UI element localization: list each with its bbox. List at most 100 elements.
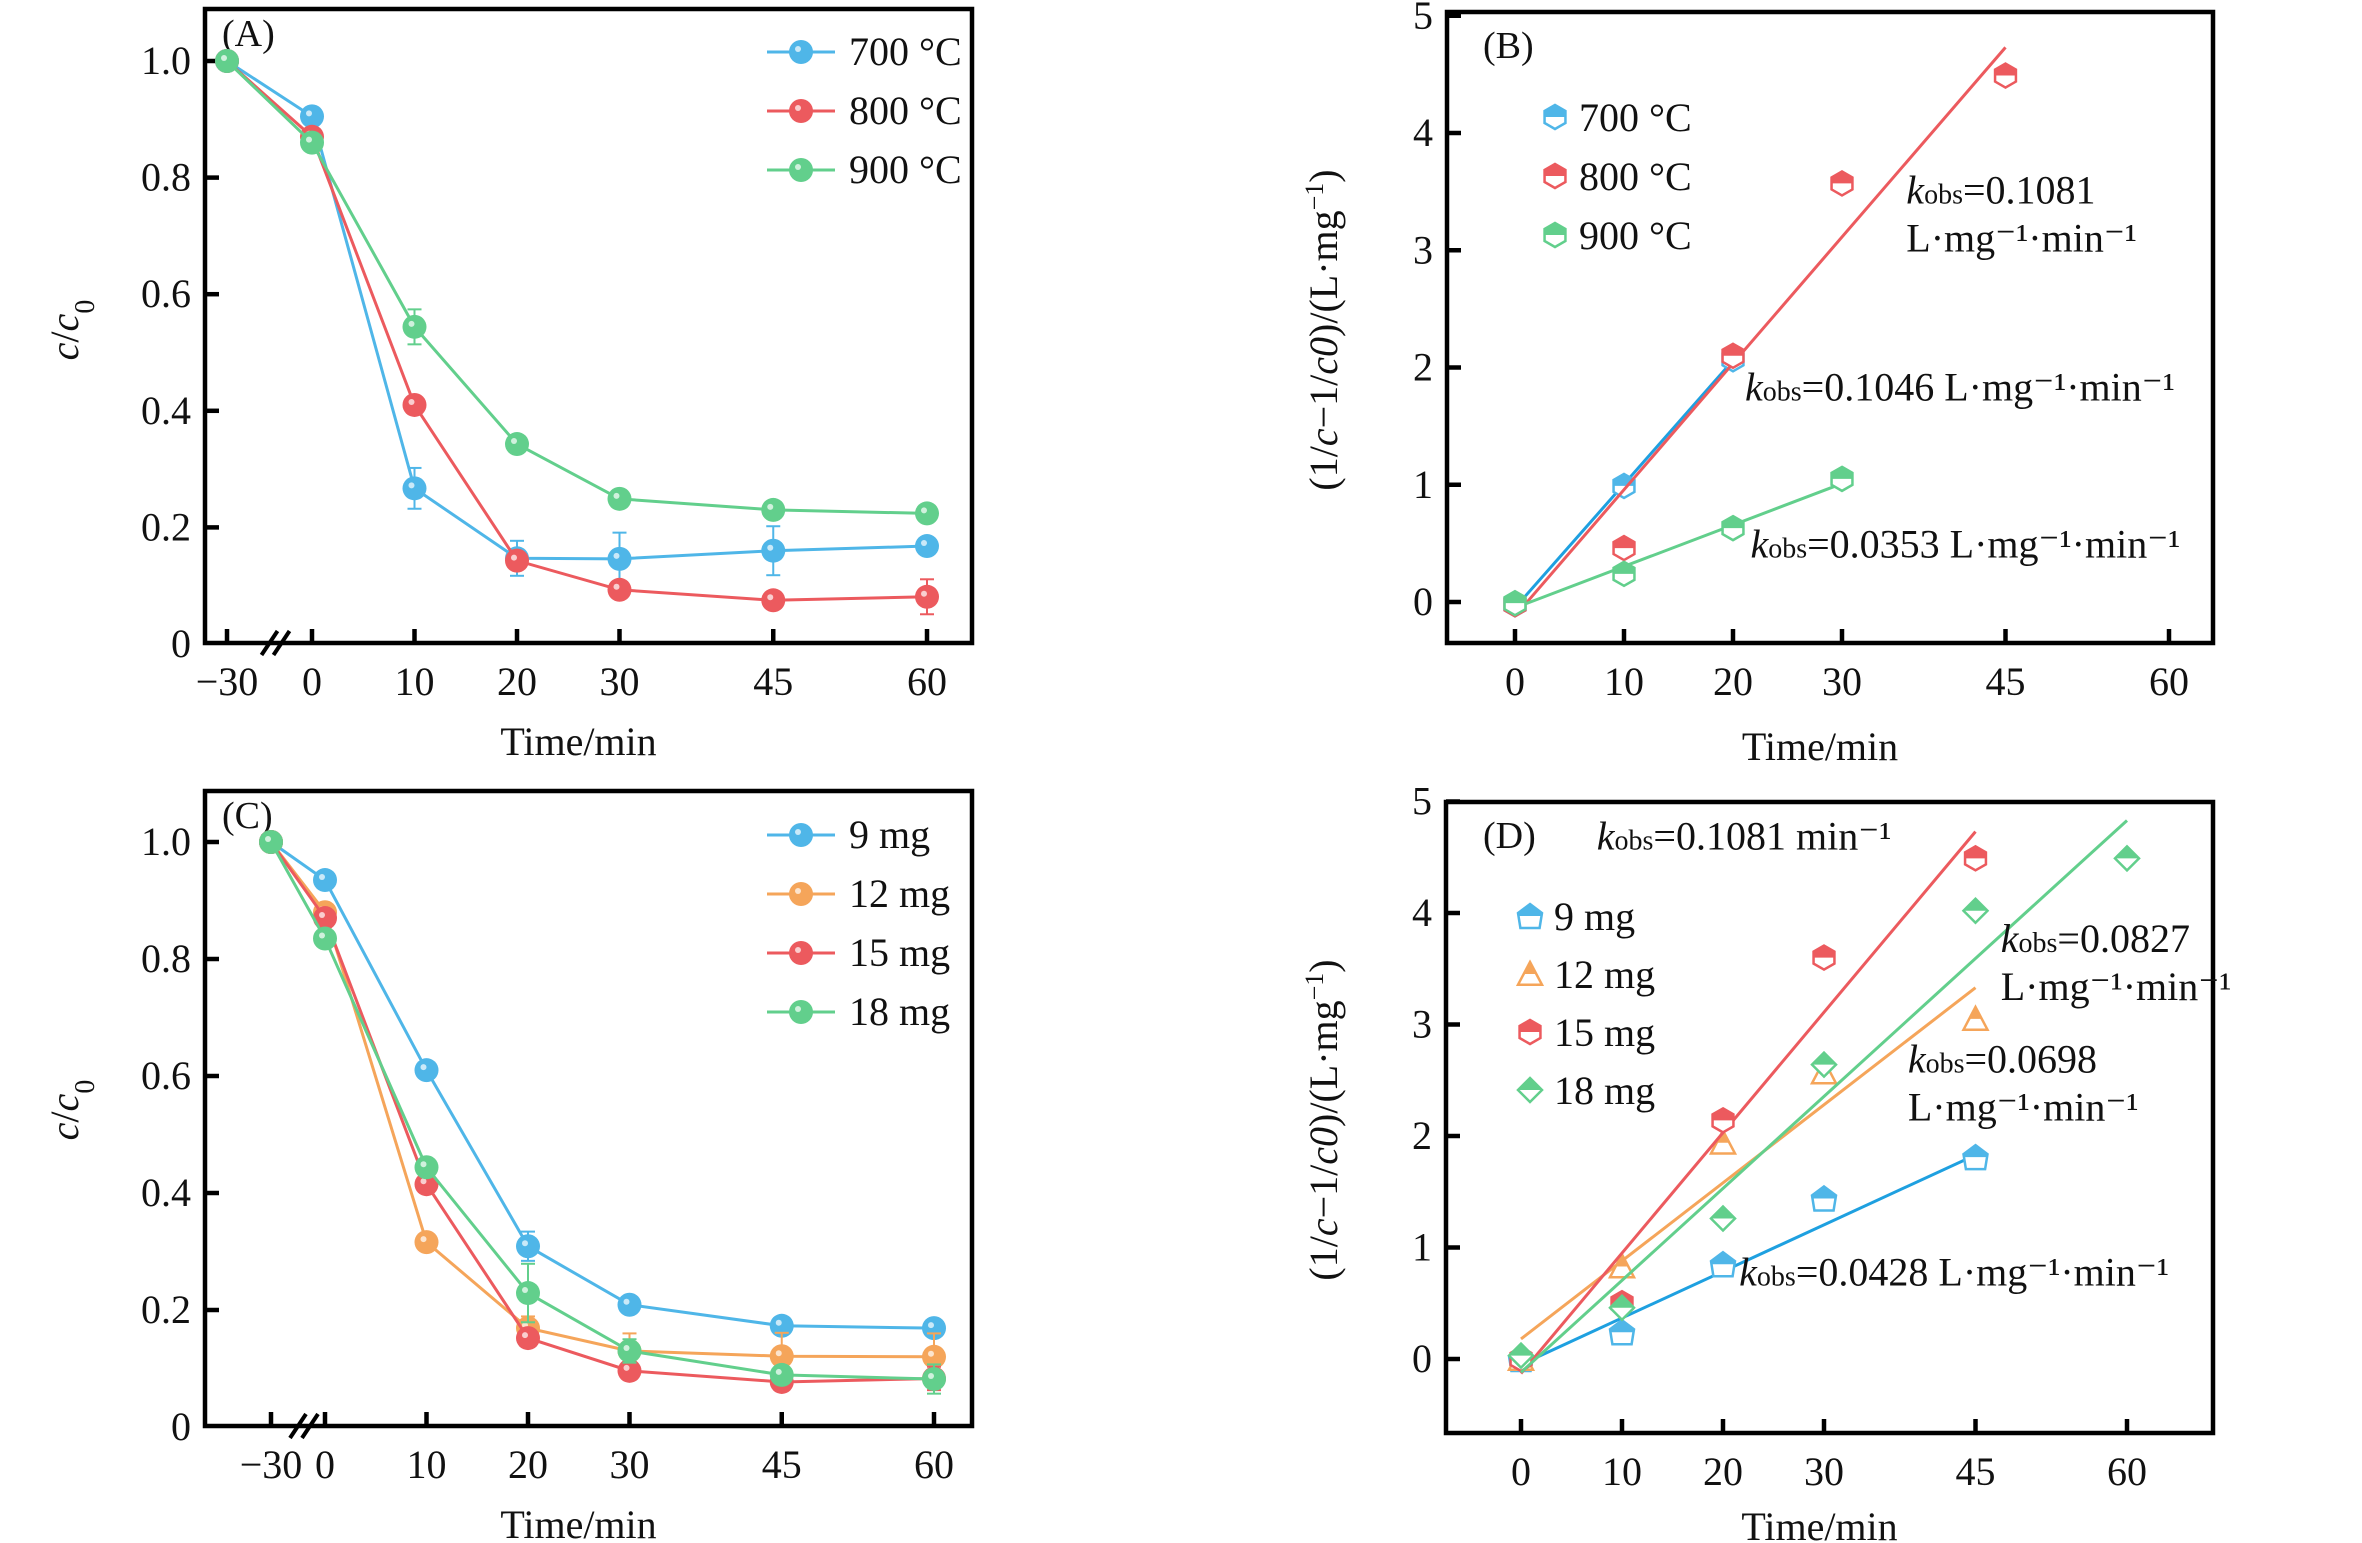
data-point — [769, 1362, 794, 1387]
kobs-value: =0.1081 min⁻¹ — [1653, 813, 1891, 858]
axis-break-mark — [300, 1412, 320, 1440]
y-axis-label: (1/c−1/c0)/(L·mg−1) — [1300, 959, 1347, 1280]
data-point — [414, 1172, 439, 1197]
axis-break-mark — [259, 629, 280, 657]
x-tick-label: 10 — [1604, 659, 1644, 704]
x-tick-label: 45 — [753, 659, 793, 704]
y-tick-label: 3 — [1412, 1002, 1432, 1047]
legend-item: 800 °C — [1543, 154, 1692, 199]
kobs-value: =0.0353 L·mg⁻¹·min⁻¹ — [1807, 521, 2180, 566]
data-point — [1963, 1145, 1988, 1158]
kobs-k: k — [1750, 521, 1769, 566]
kobs-k: k — [1908, 1036, 1927, 1081]
legend-item: 9 mg — [1516, 894, 1635, 939]
fit-line — [1520, 986, 1977, 1341]
data-point — [1813, 945, 1835, 958]
y-tick-label: 0 — [171, 621, 191, 666]
data-point — [761, 497, 786, 522]
data-point — [769, 1313, 794, 1338]
y-tick-label: 0.6 — [141, 1053, 191, 1098]
data-point — [300, 130, 324, 155]
y-label-c0: c — [42, 1093, 87, 1111]
data-point-highlight — [319, 932, 325, 939]
plot-frame — [1444, 9, 2216, 646]
data-point-highlight — [522, 1332, 528, 1339]
data-point-highlight — [613, 583, 620, 590]
kobs-value: =0.1081 — [1963, 167, 2096, 212]
legend-item: 700 °C — [767, 29, 962, 74]
data-point-highlight — [511, 554, 517, 561]
kobs-units: L·mg⁻¹·min⁻¹ — [2001, 964, 2232, 1009]
data-point — [761, 538, 786, 563]
data-point — [922, 1367, 946, 1392]
series-12-mg — [259, 830, 946, 1382]
data-point-highlight — [775, 1368, 782, 1375]
data-point — [1716, 1130, 1730, 1143]
kobs-sub: obs — [1615, 825, 1654, 856]
x-axis-label: Time/min — [500, 1502, 656, 1543]
x-tick-label: 45 — [1986, 659, 2026, 704]
legend-marker — [1518, 1078, 1542, 1090]
data-point-highlight — [767, 544, 774, 551]
legend-marker-highlight — [795, 46, 801, 52]
y-tick-label: 5 — [1413, 0, 1433, 38]
x-tick-label: 60 — [2149, 659, 2189, 704]
kobs-value: =0.1046 L·mg⁻¹·min⁻¹ — [1802, 364, 2175, 409]
data-point — [1722, 343, 1744, 356]
y-tick-label: 3 — [1413, 227, 1433, 272]
legend-marker-highlight — [795, 829, 801, 835]
data-point-highlight — [921, 540, 927, 547]
x-tick-label: 20 — [1713, 659, 1753, 704]
series-line — [269, 841, 935, 1384]
kobs-annotation: kobs=0.1081 min⁻¹ — [1597, 813, 1892, 858]
data-point — [607, 577, 632, 602]
data-point-highlight — [306, 110, 312, 117]
y-label-end: ) — [1301, 959, 1346, 972]
y-tick-label: 2 — [1413, 345, 1433, 390]
y-tick-label: 2 — [1412, 1113, 1432, 1158]
legend-item: 9 mg — [767, 812, 930, 857]
series-line — [269, 841, 935, 1359]
data-point-highlight — [408, 320, 415, 327]
y-tick-label: 0 — [1413, 579, 1433, 624]
legend-label: 15 mg — [849, 930, 950, 975]
x-tick-label: 0 — [315, 1442, 335, 1487]
legend-marker-highlight — [795, 888, 801, 894]
y-label-c: c — [1301, 428, 1346, 446]
x-tick-label: 0 — [302, 659, 322, 704]
kobs-k: k — [2001, 916, 2020, 961]
legend-label: 12 mg — [849, 871, 950, 916]
fit-line — [1513, 46, 2007, 618]
y-label-c: c — [1301, 1218, 1346, 1236]
fit-line — [1520, 1153, 1977, 1366]
y-axis-label: c/c0 — [42, 1080, 101, 1141]
x-tick-label: 20 — [497, 659, 537, 704]
panel-label: (C) — [222, 795, 273, 837]
kobs-annotation: kobs=0.1046 L·mg⁻¹·min⁻¹ — [1745, 364, 2175, 409]
legend-item: 18 mg — [1516, 1068, 1655, 1113]
series-800-C — [215, 49, 939, 616]
legend-marker — [789, 882, 813, 906]
data-point — [1831, 171, 1853, 184]
legend-marker — [789, 99, 813, 123]
series-line — [226, 59, 928, 602]
data-point — [1965, 846, 1986, 859]
data-point-highlight — [623, 1364, 630, 1371]
data-point — [313, 926, 337, 951]
data-point — [505, 432, 529, 457]
legend-item: 800 °C — [767, 88, 962, 133]
legend-label: 18 mg — [849, 989, 950, 1034]
y-axis-label: c/c0 — [42, 300, 101, 361]
plot-frame — [202, 6, 975, 646]
legend-item: 15 mg — [1518, 1010, 1655, 1055]
y-label-sub: 0 — [70, 300, 101, 314]
data-point-highlight — [928, 1322, 934, 1329]
axis-break-mark — [271, 629, 292, 657]
data-point-highlight — [775, 1319, 782, 1326]
data-point — [1722, 516, 1744, 529]
data-point-highlight — [623, 1298, 630, 1305]
legend-item: 900 °C — [1543, 213, 1692, 258]
legend-marker — [789, 40, 813, 64]
data-point-highlight — [420, 1178, 427, 1185]
kobs-annotation: kobs=0.0698 — [1908, 1036, 2097, 1081]
